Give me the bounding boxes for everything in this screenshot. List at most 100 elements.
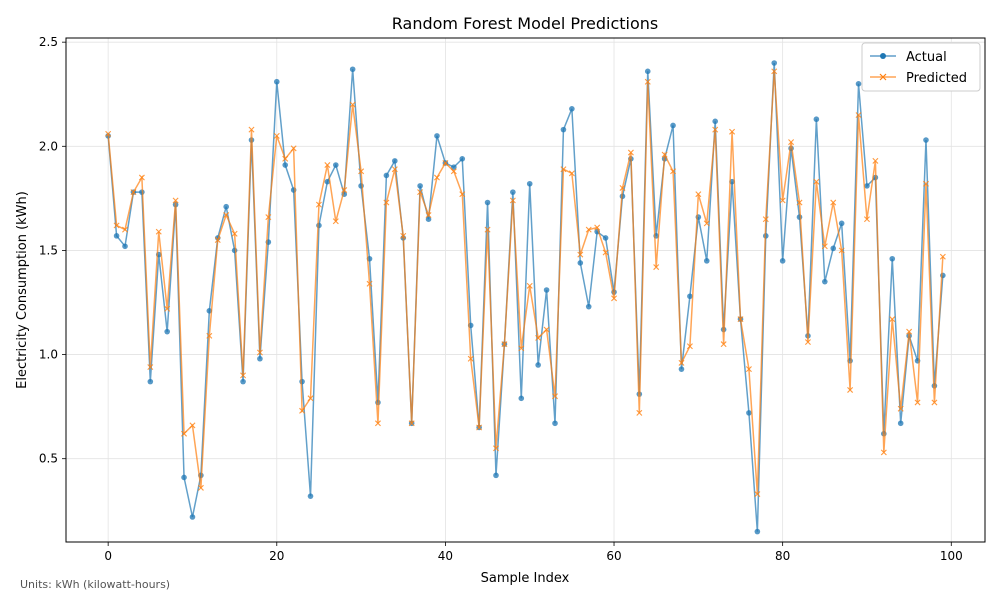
point-actual: [349, 66, 356, 73]
legend-label-predicted: Predicted: [906, 71, 967, 86]
point-predicted: [391, 166, 398, 173]
point-actual: [535, 362, 541, 368]
point-predicted: [315, 201, 322, 208]
point-predicted: [804, 339, 811, 346]
point-predicted: [299, 407, 306, 414]
point-actual: [434, 133, 440, 139]
point-predicted: [206, 332, 213, 339]
point-actual: [838, 220, 845, 227]
point-predicted: [231, 230, 238, 237]
point-predicted: [611, 295, 618, 302]
point-predicted: [248, 126, 255, 133]
point-predicted: [568, 170, 575, 177]
point-predicted: [147, 364, 154, 371]
x-tick-label: 80: [775, 549, 790, 563]
point-actual: [257, 355, 263, 362]
point-predicted: [619, 184, 626, 191]
point-predicted: [889, 316, 896, 323]
footnote: Units: kWh (kilowatt-hours): [20, 578, 171, 591]
point-predicted: [374, 420, 381, 427]
point-predicted: [661, 151, 668, 158]
point-predicted: [821, 243, 828, 250]
series-layer: [105, 60, 946, 535]
point-predicted: [442, 159, 449, 166]
point-actual: [678, 366, 685, 372]
x-tick-label: 40: [438, 549, 453, 563]
point-predicted: [762, 216, 769, 223]
point-predicted: [695, 191, 702, 198]
point-predicted: [290, 145, 297, 152]
point-actual: [779, 258, 786, 264]
legend-x-icon: [879, 73, 887, 81]
point-actual: [822, 278, 828, 285]
point-predicted: [880, 449, 887, 456]
point-actual: [484, 199, 491, 206]
point-actual: [560, 126, 567, 133]
y-tick-label: 1.0: [39, 348, 58, 362]
point-predicted: [855, 112, 862, 119]
point-actual: [307, 493, 314, 499]
point-predicted: [939, 253, 946, 260]
point-predicted: [686, 343, 693, 350]
point-predicted: [745, 366, 752, 373]
point-predicted: [273, 132, 280, 139]
point-predicted: [214, 237, 221, 244]
point-actual: [273, 78, 280, 85]
point-predicted: [400, 232, 407, 239]
point-predicted: [155, 228, 162, 235]
grid: [66, 38, 985, 542]
point-predicted: [577, 251, 584, 258]
point-actual: [712, 118, 719, 125]
point-actual: [897, 420, 904, 427]
point-actual: [552, 420, 558, 427]
point-predicted: [349, 101, 356, 108]
point-actual: [122, 243, 128, 250]
y-tick-label: 2.0: [39, 139, 58, 153]
point-predicted: [324, 162, 331, 169]
x-tick-label: 0: [104, 549, 112, 563]
point-predicted: [914, 399, 921, 406]
point-actual: [299, 378, 305, 385]
point-predicted: [863, 216, 870, 223]
point-actual: [771, 60, 778, 66]
point-predicted: [838, 247, 845, 254]
point-predicted: [906, 328, 913, 335]
point-predicted: [585, 226, 592, 233]
point-predicted: [653, 264, 660, 271]
point-predicted: [358, 168, 365, 175]
point-actual: [113, 233, 120, 239]
point-predicted: [307, 395, 314, 402]
point-predicted: [703, 220, 710, 227]
point-actual: [223, 203, 229, 210]
point-predicted: [476, 424, 483, 431]
point-predicted: [408, 420, 415, 427]
point-actual: [543, 287, 550, 293]
point-actual: [754, 528, 761, 535]
point-actual: [451, 164, 457, 170]
point-predicted: [105, 130, 112, 137]
point-predicted: [417, 189, 424, 196]
ticks: 0 20 40 60 80 100 0.5 1.0 1.5 2.0 2.5: [39, 35, 963, 563]
point-predicted: [138, 174, 145, 181]
point-actual: [425, 216, 432, 222]
point-predicted: [240, 372, 247, 379]
point-actual: [813, 116, 820, 123]
y-tick-label: 0.5: [39, 452, 58, 466]
point-actual: [240, 378, 246, 385]
point-actual: [670, 122, 676, 129]
point-predicted: [543, 326, 550, 333]
x-tick-label: 20: [269, 549, 284, 563]
point-actual: [392, 158, 398, 164]
point-actual: [703, 258, 710, 264]
point-predicted: [484, 226, 491, 233]
point-predicted: [602, 249, 609, 256]
point-actual: [585, 303, 592, 310]
point-actual: [889, 255, 896, 262]
point-predicted: [282, 155, 289, 162]
point-predicted: [847, 386, 854, 393]
point-predicted: [535, 334, 542, 341]
point-predicted: [493, 445, 499, 452]
point-predicted: [922, 180, 929, 187]
point-predicted: [197, 484, 204, 491]
